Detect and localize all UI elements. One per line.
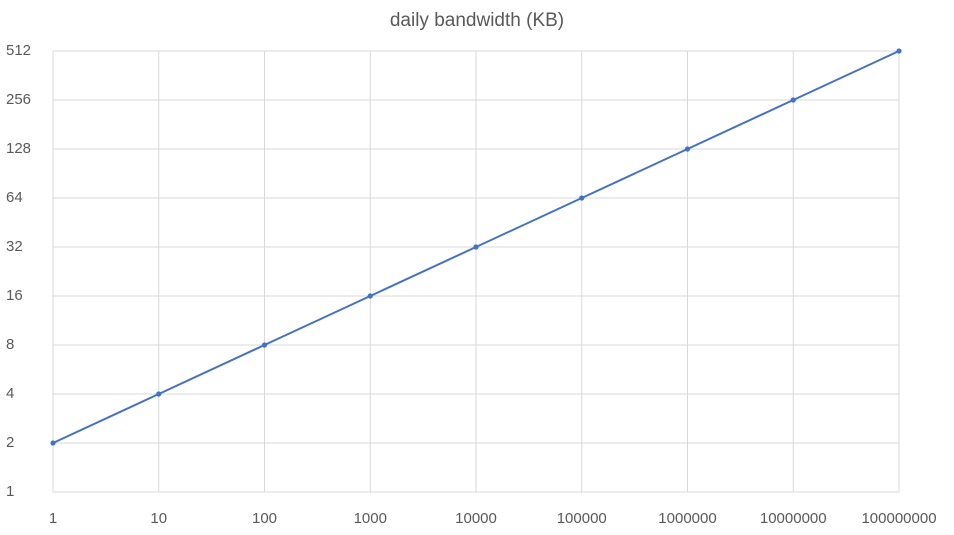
y-tick-label: 512 xyxy=(6,42,31,59)
point xyxy=(684,146,691,152)
point xyxy=(896,48,902,54)
point xyxy=(261,342,268,348)
point xyxy=(579,195,585,201)
x-tick-label: 10000000 xyxy=(760,510,827,527)
y-tick-label: 32 xyxy=(6,238,23,255)
y-tick-label: 128 xyxy=(6,140,31,157)
point xyxy=(156,391,162,397)
y-tick-label: 64 xyxy=(6,189,23,206)
y-tick-label: 1 xyxy=(6,483,14,500)
x-tick-label: 10 xyxy=(150,510,167,527)
x-tick-label: 10000 xyxy=(455,510,497,527)
point xyxy=(473,244,479,250)
x-tick-label: 1000000 xyxy=(658,510,716,527)
x-tick-label: 100 xyxy=(252,510,277,527)
y-tick-label: 4 xyxy=(6,385,14,402)
x-tick-label: 1 xyxy=(49,510,57,527)
y-tick-label: 2 xyxy=(6,434,14,451)
x-tick-label: 100000 xyxy=(557,510,607,527)
point xyxy=(367,293,373,299)
x-tick-label: 100000000 xyxy=(861,510,936,527)
point xyxy=(790,97,796,103)
chart-title: daily bandwidth (KB) xyxy=(390,10,564,31)
y-tick-label: 256 xyxy=(6,91,31,108)
x-tick-label: 1000 xyxy=(354,510,387,527)
point xyxy=(50,440,56,446)
y-tick-label: 8 xyxy=(6,336,14,353)
y-tick-label: 16 xyxy=(6,287,23,304)
